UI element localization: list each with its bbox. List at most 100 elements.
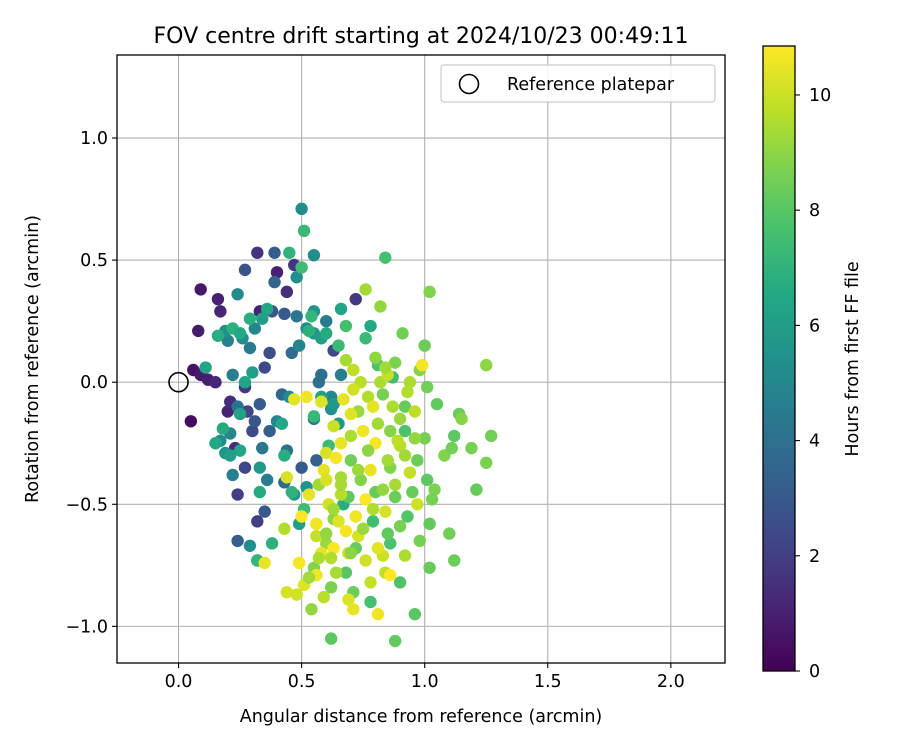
chart-title: FOV centre drift starting at 2024/10/23 …: [154, 24, 689, 49]
scatter-point: [465, 441, 478, 455]
scatter-point: [359, 493, 372, 506]
colorbar-tick-label: 8: [809, 201, 820, 221]
scatter-point: [393, 520, 407, 533]
scatter-point: [280, 585, 294, 599]
scatter-point: [484, 429, 498, 443]
scatter-point: [320, 446, 333, 460]
scatter-point: [423, 285, 436, 299]
scatter-point: [334, 368, 348, 382]
scatter-point: [295, 261, 308, 274]
legend-box: [440, 64, 716, 103]
scatter-point: [391, 434, 404, 447]
scatter-point: [246, 366, 259, 379]
scatter-point: [398, 549, 412, 562]
scatter-point: [359, 332, 372, 345]
scatter-point: [265, 537, 279, 550]
scatter-point: [371, 542, 385, 555]
colorbar-tick-label: 4: [809, 432, 820, 452]
scatter-point: [251, 515, 264, 528]
scatter-point: [423, 561, 436, 574]
scatter-point: [411, 454, 424, 467]
scatter-point: [184, 415, 198, 428]
scatter-point: [253, 397, 266, 411]
scatter-point: [401, 385, 414, 399]
scatter-point: [384, 568, 397, 582]
scatter-point: [243, 539, 257, 552]
scatter-point: [192, 324, 205, 338]
x-axis-label: Angular distance from reference (arcmin): [240, 707, 603, 727]
scatter-point: [320, 473, 333, 487]
scatter-point: [324, 551, 338, 565]
scatter-point: [268, 246, 281, 259]
scatter-point: [231, 488, 244, 501]
y-axis-label: Rotation from reference (arcmin): [23, 215, 43, 503]
scatter-point: [260, 473, 274, 487]
scatter-point: [388, 490, 402, 504]
scatter-point: [428, 483, 441, 496]
scatter-point: [226, 468, 239, 482]
scatter-point: [344, 407, 358, 421]
scatter-point: [194, 283, 207, 296]
scatter-point: [260, 302, 274, 316]
legend-marker-icon: [458, 73, 480, 95]
scatter-point: [292, 339, 306, 352]
scatter-point: [364, 595, 377, 609]
scatter-point: [327, 397, 340, 411]
scatter-point: [278, 307, 291, 321]
scatter-point: [379, 505, 392, 518]
scatter-point: [398, 400, 412, 413]
scatter-point: [329, 451, 343, 465]
scatter-point: [211, 292, 225, 306]
scatter-point: [423, 517, 436, 531]
scatter-point: [251, 246, 264, 259]
scatter-point: [258, 556, 271, 570]
legend: Reference platepar: [440, 64, 716, 103]
scatter-point: [371, 417, 385, 430]
scatter-point: [297, 224, 311, 238]
scatter-point: [216, 422, 230, 435]
scatter-point: [480, 456, 493, 469]
scatter-point: [248, 322, 262, 335]
colorbar: 0 2 4 6 8 10 Hours from first FF file: [762, 45, 863, 682]
scatter-point: [238, 461, 252, 474]
scatter-point: [246, 424, 259, 438]
scatter-point: [270, 266, 284, 279]
scatter-point: [233, 327, 247, 340]
scatter-point: [300, 390, 313, 404]
scatter-point: [280, 471, 294, 484]
scatter-point: [448, 429, 461, 443]
scatter-point: [231, 288, 244, 301]
grid-lines: [117, 55, 725, 663]
scatter-point: [290, 271, 303, 284]
scatter-point: [295, 202, 308, 216]
scatter-point: [211, 329, 225, 343]
scatter-point: [388, 356, 402, 369]
scatter-point: [349, 292, 362, 306]
scatter-point: [221, 405, 234, 418]
scatter-point: [310, 517, 323, 531]
scatter-point: [386, 400, 399, 413]
scatter-point: [278, 522, 291, 535]
scatter-point: [253, 485, 266, 499]
x-tick-label: 0.0: [165, 672, 193, 692]
scatter-point: [352, 463, 365, 477]
scatter-point: [381, 454, 394, 467]
scatter-point: [379, 361, 392, 374]
scatter-point: [371, 607, 385, 621]
colorbar-gradient: [763, 46, 795, 671]
scatter-point: [305, 603, 318, 616]
y-tick-label: −1.0: [66, 617, 109, 637]
scatter-point: [288, 393, 301, 406]
plot-frame: [116, 54, 726, 664]
scatter-point: [258, 505, 271, 518]
scatter-point: [317, 463, 330, 477]
scatter-point: [233, 444, 247, 457]
scatter-point: [339, 524, 353, 538]
x-tick-label: 2.0: [657, 672, 685, 692]
scatter-point: [320, 314, 333, 328]
scatter-point: [275, 417, 289, 430]
scatter-point: [364, 319, 377, 333]
scatter-point: [398, 449, 412, 462]
scatter-point: [361, 390, 375, 404]
scatter-point: [418, 432, 431, 445]
